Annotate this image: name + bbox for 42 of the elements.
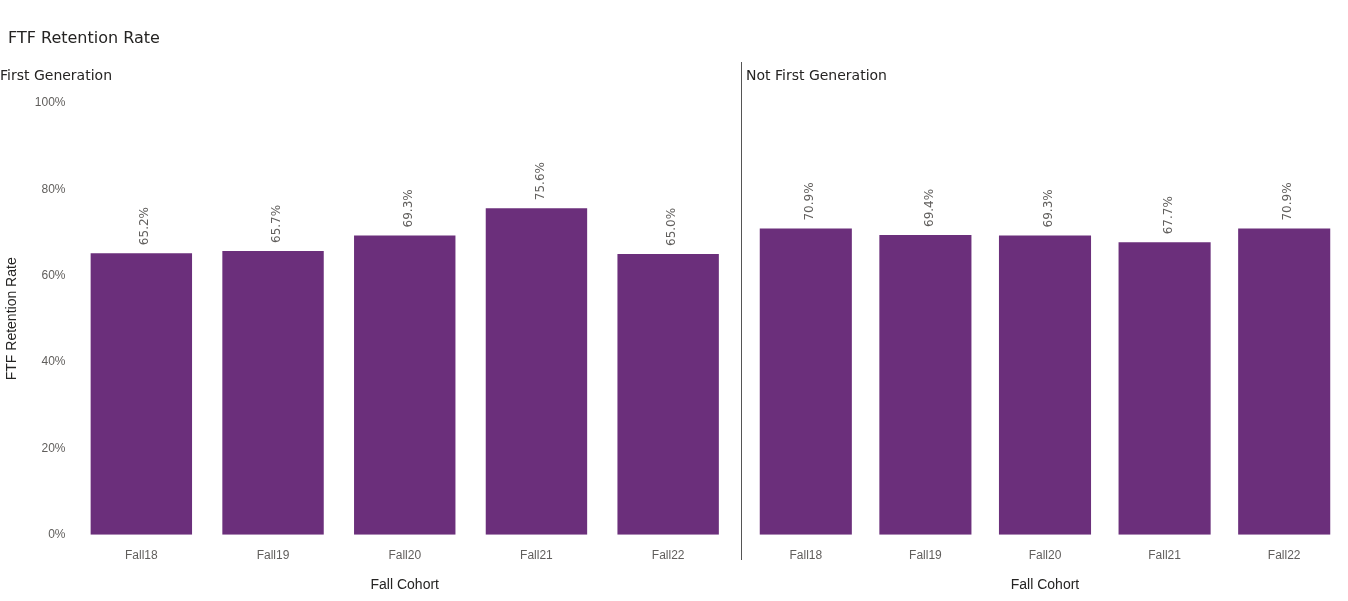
x-tick-label: Fall22 bbox=[1267, 548, 1301, 563]
data-label: 69.3% bbox=[1041, 189, 1056, 228]
y-tick-label: 20% bbox=[41, 440, 66, 455]
x-tick-label: Fall19 bbox=[256, 548, 290, 563]
x-tick-label: Fall20 bbox=[388, 548, 422, 563]
data-label: 67.7% bbox=[1160, 196, 1175, 235]
bar bbox=[90, 253, 193, 535]
bar bbox=[354, 235, 456, 535]
y-tick-label: 60% bbox=[41, 267, 66, 282]
data-label: 65.7% bbox=[269, 204, 284, 243]
data-label: 70.9% bbox=[1280, 182, 1295, 221]
x-tick-label: Fall21 bbox=[520, 548, 554, 563]
bar bbox=[879, 234, 972, 535]
bar bbox=[759, 228, 852, 535]
x-tick-label: Fall21 bbox=[1148, 548, 1182, 563]
y-tick-label: 80% bbox=[41, 181, 66, 196]
y-tick-label: 100% bbox=[34, 95, 66, 110]
data-label: 65.2% bbox=[137, 207, 152, 246]
x-tick-label: Fall20 bbox=[1028, 548, 1062, 563]
bar bbox=[1238, 228, 1331, 535]
data-label: 69.3% bbox=[400, 189, 415, 228]
x-axis-title: Fall Cohort bbox=[1010, 576, 1080, 593]
data-label: 69.4% bbox=[921, 188, 936, 227]
bar bbox=[1118, 242, 1211, 535]
bar bbox=[485, 208, 588, 535]
x-axis-title: Fall Cohort bbox=[370, 576, 440, 593]
x-tick-label: Fall18 bbox=[125, 548, 159, 563]
y-axis-title: FTF Retention Rate bbox=[3, 257, 20, 381]
data-label: 75.6% bbox=[532, 162, 547, 201]
y-tick-label: 40% bbox=[41, 354, 66, 369]
x-tick-label: Fall18 bbox=[789, 548, 823, 563]
bar bbox=[222, 250, 324, 535]
data-label: 70.9% bbox=[801, 182, 816, 221]
text: FTF Retention Rate bbox=[8, 28, 160, 47]
chart-title: Not First Generation bbox=[746, 67, 887, 84]
y-tick-label: 0% bbox=[48, 527, 66, 542]
x-tick-label: Fall19 bbox=[909, 548, 943, 563]
chart-title: First Generation bbox=[0, 67, 113, 84]
x-tick-label: Fall22 bbox=[651, 548, 685, 563]
data-label: 65.0% bbox=[664, 207, 679, 246]
bar bbox=[998, 235, 1092, 535]
bar bbox=[617, 254, 719, 535]
